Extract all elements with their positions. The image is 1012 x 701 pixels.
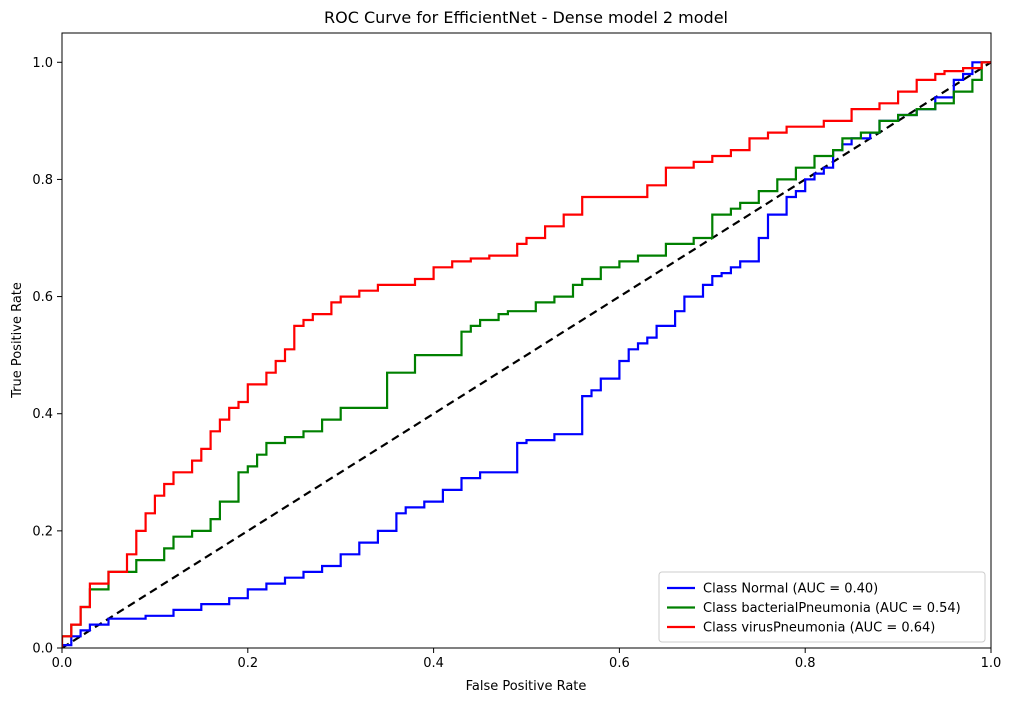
axes-frame <box>61 32 992 649</box>
y-tick-label: 1.0 <box>32 56 53 71</box>
roc-series-1 <box>62 61 991 648</box>
x-tick-label: 0.4 <box>423 656 444 671</box>
x-tick-label: 1.0 <box>981 656 1002 671</box>
legend-label: Class virusPneumonia (AUC = 0.64) <box>703 621 935 636</box>
chart-title: ROC Curve for EfficientNet - Dense model… <box>324 8 728 27</box>
y-tick-label: 0.8 <box>32 173 53 188</box>
x-tick-label: 0.8 <box>795 656 816 671</box>
roc-series-2 <box>62 61 991 648</box>
y-tick-label: 0.4 <box>32 407 53 422</box>
chance-line <box>62 61 991 648</box>
x-axis-label: False Positive Rate <box>466 679 587 694</box>
x-tick-label: 0.0 <box>52 656 73 671</box>
y-tick-label: 0.6 <box>32 290 53 305</box>
legend: Class Normal (AUC = 0.40) Class bacterial… <box>658 571 986 643</box>
legend-box <box>658 571 986 643</box>
x-tick-label: 0.6 <box>609 656 630 671</box>
legend-label: Class Normal (AUC = 0.40) <box>703 582 878 597</box>
x-tick-label: 0.2 <box>237 656 258 671</box>
y-axis-label: True Positive Rate <box>10 282 25 399</box>
legend-label: Class bacterialPneumonia (AUC = 0.54) <box>703 601 961 616</box>
y-tick-label: 0.2 <box>32 524 53 539</box>
plot-area: 0.0 0.2 0.4 0.6 0.8 1.0 0.0 0.2 0.4 0.6 0.8 1.0 <box>32 32 1002 671</box>
y-tick-label: 0.0 <box>32 642 53 657</box>
